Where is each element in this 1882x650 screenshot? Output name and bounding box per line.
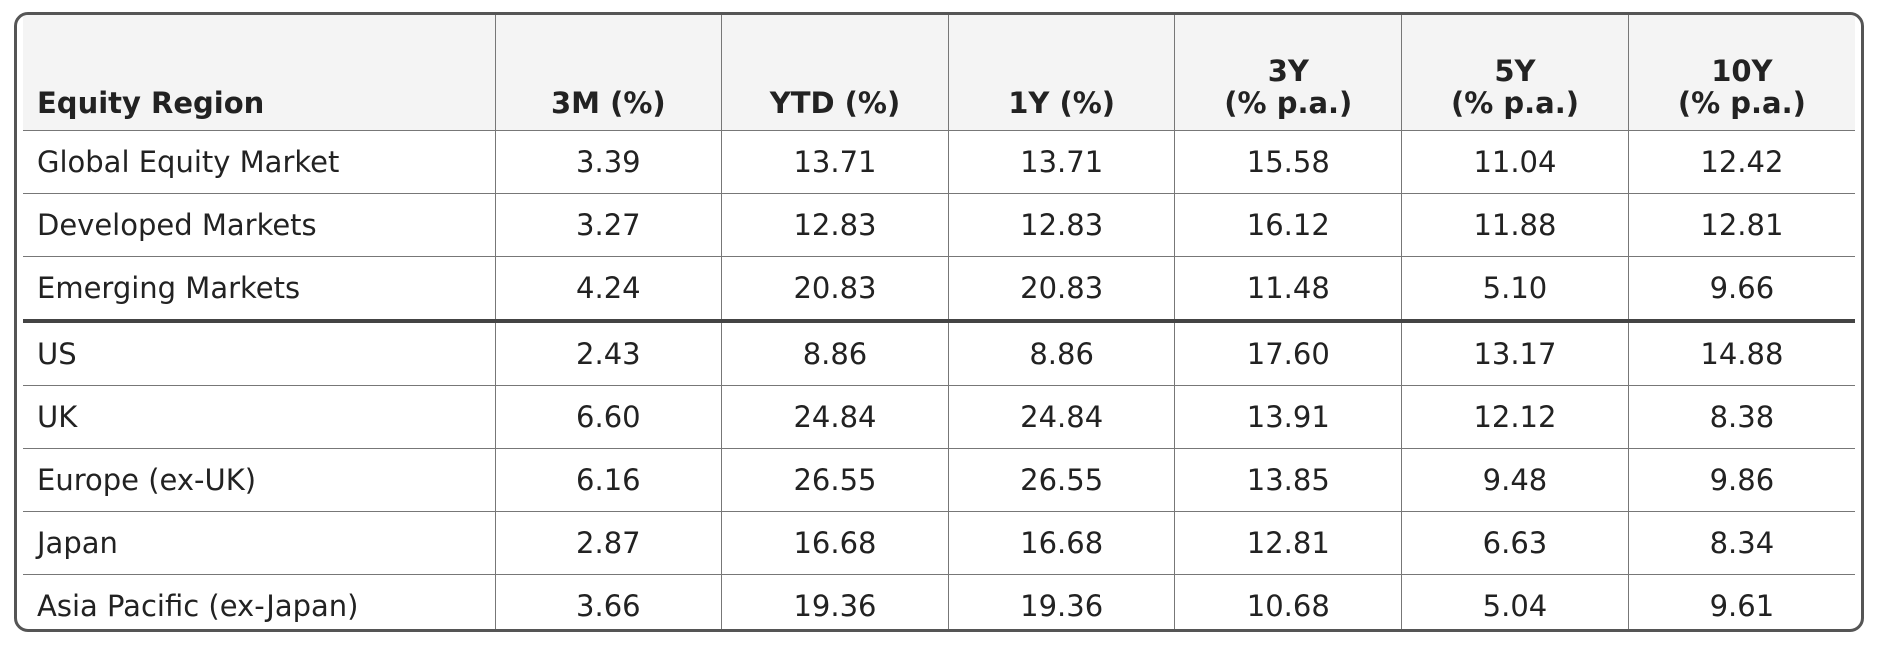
table-frame: Equity Region 3M (%) YTD (%) 1Y (%) 3Y (% p.… [14,12,1864,632]
table-row: Developed Markets 3.27 12.83 12.83 16.12 11.8… [23,193,1855,257]
region-cell: UK [23,385,495,449]
value-cell: 11.04 [1401,130,1629,194]
region-cell: Global Equity Market [23,130,495,194]
value-cell: 5.10 [1401,256,1629,323]
value-cell: 16.12 [1174,193,1402,257]
value-cell: 4.24 [494,256,722,323]
value-cell: 9.48 [1401,448,1629,512]
header-row: Equity Region 3M (%) YTD (%) 1Y (%) 3Y (% p.… [23,15,1855,131]
column-header: 3M (%) [494,15,722,131]
value-cell: 10.68 [1174,574,1402,629]
value-cell: 26.55 [947,448,1175,512]
table-row: Europe (ex-UK) 6.16 26.55 26.55 13.85 9.48 9.8… [23,448,1855,512]
value-cell: 11.88 [1401,193,1629,257]
region-cell: Emerging Markets [23,256,495,323]
value-cell: 20.83 [721,256,949,323]
column-header: 5Y (% p.a.) [1401,15,1629,131]
value-cell: 16.68 [721,511,949,575]
value-cell: 8.34 [1627,511,1855,575]
table-row: Asia Pacific (ex-Japan) 3.66 19.36 19.36 10.… [23,574,1855,629]
value-cell: 9.86 [1627,448,1855,512]
value-cell: 6.16 [494,448,722,512]
value-cell: 12.81 [1174,511,1402,575]
region-cell: US [23,321,495,386]
value-cell: 13.17 [1401,321,1629,386]
value-cell: 13.91 [1174,385,1402,449]
value-cell: 6.60 [494,385,722,449]
value-cell: 15.58 [1174,130,1402,194]
value-cell: 9.66 [1627,256,1855,323]
region-cell: Japan [23,511,495,575]
value-cell: 5.04 [1401,574,1629,629]
value-cell: 3.27 [494,193,722,257]
table-row: Global Equity Market 3.39 13.71 13.71 15.58 1… [23,130,1855,194]
column-header: 10Y (% p.a.) [1627,15,1855,131]
value-cell: 26.55 [721,448,949,512]
value-cell: 13.85 [1174,448,1402,512]
region-cell: Europe (ex-UK) [23,448,495,512]
value-cell: 13.71 [947,130,1175,194]
value-cell: 12.83 [721,193,949,257]
value-cell: 9.61 [1627,574,1855,629]
column-header: 3Y (% p.a.) [1174,15,1402,131]
value-cell: 14.88 [1627,321,1855,386]
value-cell: 8.86 [721,321,949,386]
value-cell: 13.71 [721,130,949,194]
returns-table: Equity Region 3M (%) YTD (%) 1Y (%) 3Y (% p.… [23,15,1855,629]
table-row: Emerging Markets 4.24 20.83 20.83 11.48 5.10 9… [23,256,1855,323]
value-cell: 12.12 [1401,385,1629,449]
value-cell: 8.86 [947,321,1175,386]
column-header: Equity Region [23,15,495,131]
table-row: Japan 2.87 16.68 16.68 12.81 6.63 8.34 [23,511,1855,575]
value-cell: 12.81 [1627,193,1855,257]
value-cell: 3.66 [494,574,722,629]
value-cell: 20.83 [947,256,1175,323]
value-cell: 11.48 [1174,256,1402,323]
value-cell: 12.42 [1627,130,1855,194]
region-cell: Developed Markets [23,193,495,257]
value-cell: 6.63 [1401,511,1629,575]
table-row: US 2.43 8.86 8.86 17.60 13.17 14.88 [23,321,1855,386]
value-cell: 2.43 [494,321,722,386]
value-cell: 19.36 [721,574,949,629]
region-cell: Asia Pacific (ex-Japan) [37,589,359,623]
value-cell: 24.84 [721,385,949,449]
value-cell: 16.68 [947,511,1175,575]
column-header: 1Y (%) [947,15,1175,131]
table-row: UK 6.60 24.84 24.84 13.91 12.12 8.38 [23,385,1855,449]
value-cell: 17.60 [1174,321,1402,386]
value-cell: 8.38 [1627,385,1855,449]
column-header: YTD (%) [721,15,949,131]
value-cell: 2.87 [494,511,722,575]
value-cell: 12.83 [947,193,1175,257]
value-cell: 19.36 [947,574,1175,629]
value-cell: 3.39 [494,130,722,194]
value-cell: 24.84 [947,385,1175,449]
